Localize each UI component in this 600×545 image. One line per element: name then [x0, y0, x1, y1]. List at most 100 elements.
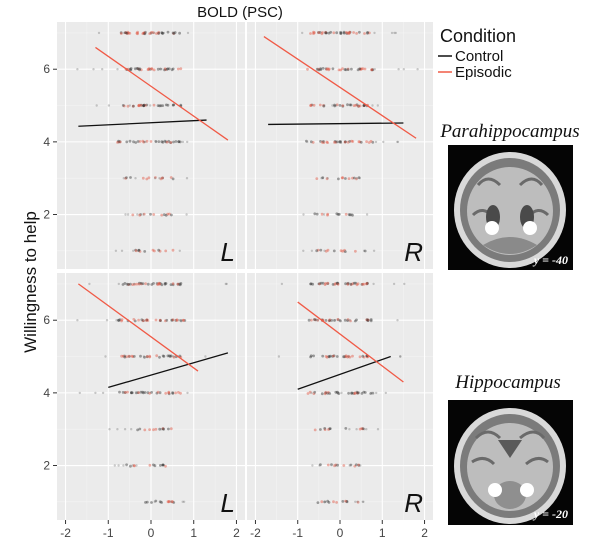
- data-point: [344, 500, 347, 503]
- top-axis-label: BOLD (PSC): [197, 4, 283, 21]
- data-point: [108, 104, 110, 106]
- data-point: [314, 429, 317, 432]
- data-point: [167, 392, 170, 395]
- data-point: [309, 32, 312, 35]
- data-point: [160, 428, 162, 430]
- hemisphere-label: L: [221, 237, 235, 267]
- data-point: [137, 250, 139, 252]
- data-point: [315, 249, 318, 252]
- data-point: [116, 68, 118, 70]
- data-point: [326, 282, 329, 285]
- data-point: [148, 355, 151, 358]
- data-point: [162, 464, 165, 467]
- data-point: [391, 32, 393, 34]
- data-point: [335, 464, 337, 466]
- data-point: [374, 68, 376, 70]
- data-point: [365, 428, 367, 430]
- data-point: [172, 178, 175, 181]
- data-point: [132, 318, 135, 321]
- data-point: [150, 140, 153, 143]
- data-point: [302, 213, 304, 215]
- data-point: [350, 283, 353, 286]
- data-point: [335, 31, 338, 34]
- data-point: [363, 428, 365, 430]
- data-point: [351, 355, 354, 358]
- data-point: [312, 32, 315, 35]
- data-point: [315, 177, 318, 180]
- data-point: [325, 355, 328, 358]
- data-point: [397, 141, 399, 143]
- data-point: [170, 141, 173, 144]
- data-point: [377, 104, 379, 106]
- data-point: [320, 177, 322, 179]
- data-point: [171, 68, 174, 71]
- data-point: [140, 318, 143, 321]
- data-point: [349, 319, 351, 321]
- legend: Condition Control Episodic: [438, 26, 516, 81]
- data-point: [114, 464, 116, 466]
- data-point: [301, 32, 303, 34]
- data-point: [313, 104, 316, 107]
- data-point: [335, 104, 337, 106]
- data-point: [361, 283, 364, 286]
- data-point: [359, 464, 361, 466]
- data-point: [136, 32, 139, 35]
- data-point: [345, 213, 348, 216]
- data-point: [338, 213, 341, 216]
- data-point: [145, 319, 148, 322]
- data-point: [142, 177, 145, 180]
- data-point: [104, 355, 106, 357]
- data-point: [161, 177, 164, 180]
- data-point: [162, 141, 165, 144]
- x-tick-label: -2: [60, 526, 71, 540]
- data-point: [149, 464, 152, 467]
- data-point: [348, 177, 351, 180]
- inset-title-hippocampus: Hippocampus: [454, 372, 561, 393]
- data-point: [143, 141, 145, 143]
- hemisphere-label: R: [404, 237, 423, 267]
- data-point: [416, 68, 418, 70]
- data-point: [152, 213, 155, 216]
- data-point: [396, 319, 398, 321]
- data-point: [143, 429, 146, 432]
- data-point: [334, 319, 336, 321]
- data-point: [149, 213, 152, 216]
- data-point: [116, 141, 119, 144]
- data-point: [163, 69, 166, 72]
- data-point: [370, 319, 373, 322]
- data-point: [366, 213, 368, 215]
- data-point: [155, 354, 158, 357]
- data-point: [356, 501, 358, 503]
- data-point: [340, 392, 342, 394]
- data-point: [160, 501, 162, 503]
- data-point: [146, 501, 149, 504]
- data-point: [152, 464, 155, 467]
- data-point: [349, 464, 351, 466]
- data-point: [324, 501, 326, 503]
- data-point: [321, 32, 324, 35]
- data-point: [172, 318, 175, 321]
- data-point: [319, 68, 322, 71]
- data-point: [322, 140, 325, 143]
- data-point: [321, 355, 324, 358]
- data-point: [129, 465, 132, 468]
- x-tick-label: 1: [379, 526, 386, 540]
- data-point: [142, 282, 145, 285]
- data-point: [343, 31, 346, 34]
- data-point: [354, 250, 357, 253]
- data-point: [134, 67, 137, 70]
- data-point: [137, 319, 140, 322]
- data-point: [170, 283, 173, 286]
- inset-title-parahippocampus: Parahippocampus: [439, 121, 579, 142]
- y-axis-label: Willingness to help: [21, 211, 40, 353]
- data-point: [348, 213, 350, 215]
- data-point: [325, 319, 328, 322]
- data-point: [313, 212, 316, 215]
- data-point: [177, 283, 180, 286]
- data-point: [155, 428, 158, 431]
- data-point: [155, 141, 157, 143]
- hemisphere-label: R: [404, 488, 423, 518]
- data-point: [128, 355, 131, 358]
- data-point: [122, 104, 125, 107]
